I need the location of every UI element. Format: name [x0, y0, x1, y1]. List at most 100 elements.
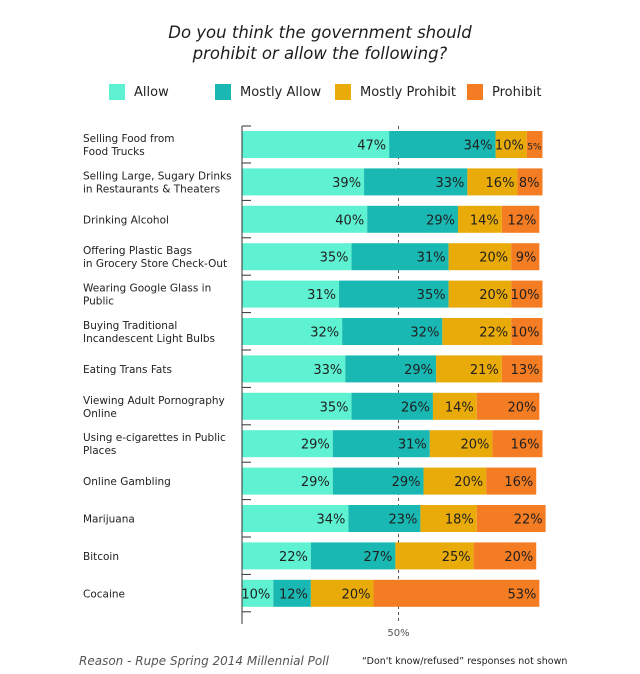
bar-segment: [242, 280, 340, 308]
title-line-1: Do you think the government should: [168, 23, 472, 42]
bar-segment: [364, 168, 468, 196]
reference-line-label: 50%: [387, 628, 409, 639]
legend-swatch-allow: [109, 84, 125, 100]
legend: Allow Mostly Allow Mostly Prohibit Prohi…: [0, 82, 640, 102]
category-label: Public: [83, 296, 114, 308]
legend-label-mostly-prohibit: Mostly Prohibit: [360, 84, 456, 100]
bar-segment: [242, 505, 349, 532]
legend-label-mostly-allow: Mostly Allow: [240, 84, 322, 100]
category-label: Incandescent Light Bulbs: [83, 333, 215, 345]
data-label: 53%: [507, 587, 536, 602]
bar-segment: [242, 355, 346, 383]
category-label: Food Trucks: [83, 146, 145, 158]
title-line-2: prohibit or allow the following?: [192, 44, 448, 63]
data-label: 18%: [445, 513, 474, 528]
bar-segment: [436, 355, 502, 383]
bar-segment: [511, 318, 543, 345]
data-label: 40%: [335, 213, 364, 228]
category-label: Places: [83, 445, 116, 457]
data-label: 34%: [464, 139, 493, 154]
bar-segment: [432, 392, 477, 420]
bar-segment: [373, 579, 540, 607]
data-label: 14%: [470, 213, 499, 228]
category-label: Selling Large, Sugary Drinks: [83, 170, 232, 182]
category-label: Bitcoin: [83, 551, 119, 563]
data-label: 10%: [511, 288, 540, 303]
category-label: Online: [83, 408, 117, 420]
data-label: 27%: [363, 550, 392, 565]
data-label: 39%: [332, 176, 361, 191]
data-label: 22%: [479, 326, 508, 341]
bar-segment: [389, 131, 496, 158]
bar-segment: [457, 205, 502, 233]
data-label: 31%: [398, 438, 427, 453]
data-label: 33%: [313, 363, 342, 378]
bar-segment: [242, 392, 352, 420]
category-label: Drinking Alcohol: [83, 214, 169, 226]
bar-segment: [429, 430, 493, 458]
bar-segment: [342, 318, 443, 345]
data-label: 29%: [301, 438, 330, 453]
data-label: 20%: [504, 550, 533, 565]
data-label: 12%: [507, 213, 536, 228]
data-label: 29%: [404, 363, 433, 378]
category-label: Wearing Google Glass in: [83, 283, 211, 295]
bar-segment: [526, 131, 543, 158]
data-label: 35%: [320, 400, 349, 415]
data-label: 9%: [516, 251, 537, 266]
data-label: 8%: [519, 176, 540, 191]
data-label: 22%: [514, 513, 543, 528]
bar-segment: [242, 243, 352, 271]
bar-segment: [310, 542, 396, 570]
category-label: Marijuana: [83, 514, 135, 526]
category-label: Buying Traditional: [83, 320, 177, 332]
data-label: 32%: [310, 326, 339, 341]
category-label: Cocaine: [83, 588, 125, 600]
bar-segment: [351, 392, 433, 420]
data-label: 31%: [307, 288, 336, 303]
category-label: Selling Food from: [83, 133, 175, 145]
data-label: 22%: [279, 550, 308, 565]
legend-swatch-prohibit: [467, 84, 483, 100]
data-label: 20%: [460, 438, 489, 453]
legend-item-mostly-allow: Mostly Allow: [215, 82, 321, 102]
legend-label-prohibit: Prohibit: [492, 84, 542, 100]
bar-segment: [492, 430, 543, 458]
data-label: 31%: [417, 251, 446, 266]
bar-segment: [476, 505, 546, 532]
data-label: 20%: [342, 587, 371, 602]
data-label: 33%: [435, 176, 464, 191]
bar-segment: [242, 467, 333, 495]
bar-segment: [501, 355, 543, 383]
category-label: Using e-cigarettes in Public: [83, 432, 226, 444]
data-label: 47%: [357, 139, 386, 154]
data-label: 20%: [479, 251, 508, 266]
bar-segment: [242, 542, 311, 570]
data-label: 16%: [486, 176, 515, 191]
data-label: 32%: [410, 326, 439, 341]
bar-segment: [423, 467, 487, 495]
bar-segment: [345, 355, 437, 383]
data-label: 5%: [527, 143, 542, 153]
category-label: Eating Trans Fats: [83, 364, 172, 376]
legend-swatch-mostly-prohibit: [335, 84, 351, 100]
legend-swatch-mostly-allow: [215, 84, 231, 100]
data-label: 16%: [504, 475, 533, 490]
bar-segment: [511, 280, 543, 308]
legend-label-allow: Allow: [134, 84, 169, 100]
data-label: 29%: [426, 213, 455, 228]
bar-segment: [448, 280, 512, 308]
category-label: in Restaurants & Theaters: [83, 183, 220, 195]
bar-segment: [351, 243, 449, 271]
bar-segment: [339, 280, 449, 308]
bar-segment: [332, 467, 424, 495]
data-label: 25%: [442, 550, 471, 565]
data-label: 20%: [507, 400, 536, 415]
data-label: 10%: [511, 326, 540, 341]
chart-title: Do you think the government should prohi…: [0, 22, 640, 64]
legend-item-mostly-prohibit: Mostly Prohibit: [335, 82, 456, 102]
bar-segment: [310, 579, 374, 607]
bar-segment: [476, 392, 540, 420]
bar-segment: [348, 505, 421, 532]
bar-segment: [395, 542, 474, 570]
